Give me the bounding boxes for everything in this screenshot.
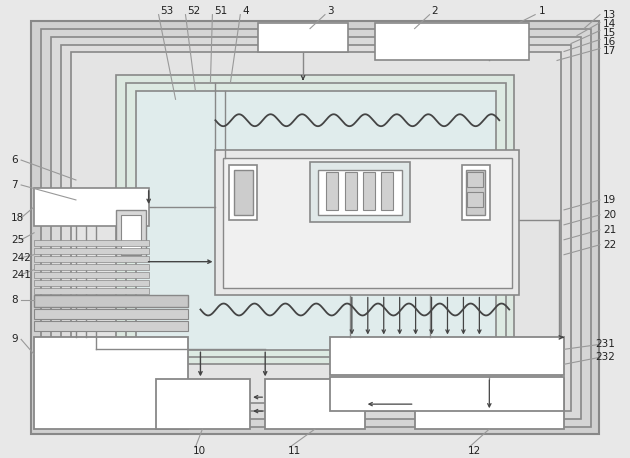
Text: 17: 17 [603,45,616,55]
Bar [330,338,564,375]
Bar [415,379,564,429]
Bar [224,158,512,288]
Text: 51: 51 [214,5,227,16]
Bar [215,150,519,294]
Bar [156,379,250,429]
Bar [34,294,188,306]
Text: 232: 232 [595,352,615,362]
Text: 22: 22 [603,240,616,250]
Bar [258,22,348,53]
Bar [363,172,375,210]
Bar [116,76,514,364]
Bar [466,170,485,215]
Bar [121,215,140,255]
Bar [34,248,149,254]
Bar [61,44,571,411]
Bar [34,322,188,332]
Text: 18: 18 [11,213,25,223]
Text: 14: 14 [603,19,616,28]
Bar [41,28,591,427]
Text: 231: 231 [595,339,615,349]
Text: 25: 25 [11,235,25,245]
Bar [345,172,357,210]
Bar [318,170,402,215]
Bar [34,272,149,278]
Bar [375,22,529,60]
Text: 16: 16 [603,37,616,47]
Bar [34,240,149,246]
Bar [462,165,490,220]
Text: 10: 10 [193,446,205,456]
Text: 2: 2 [432,5,438,16]
Text: 12: 12 [467,446,481,456]
Bar [229,165,257,220]
Text: 3: 3 [327,5,333,16]
Text: 241: 241 [11,270,31,280]
Text: 4: 4 [243,5,249,16]
Bar [330,377,564,411]
Bar [34,280,149,286]
Text: 15: 15 [603,27,616,38]
Bar [34,188,149,226]
Bar [381,172,392,210]
Bar [135,91,496,350]
Bar [467,192,483,207]
Bar [34,338,188,429]
Bar [265,379,365,429]
Bar [51,37,581,419]
Text: 20: 20 [603,210,616,220]
Text: 53: 53 [161,5,174,16]
Text: 242: 242 [11,253,31,263]
Text: 9: 9 [11,334,18,344]
Text: 21: 21 [603,225,616,235]
Bar [34,288,149,294]
Bar [34,264,149,270]
Bar [71,53,561,403]
Bar [326,172,338,210]
Text: 1: 1 [539,5,546,16]
Text: 8: 8 [11,294,18,305]
Text: 6: 6 [11,155,18,165]
Text: 7: 7 [11,180,18,190]
Bar [116,210,146,260]
Bar [234,170,253,215]
Bar [126,83,507,357]
Bar [467,172,483,187]
Text: 52: 52 [188,5,201,16]
Bar [310,162,410,222]
Text: 19: 19 [603,195,616,205]
Bar [34,310,188,320]
Text: 13: 13 [603,10,616,20]
Text: 11: 11 [288,446,301,456]
Bar [34,256,149,262]
